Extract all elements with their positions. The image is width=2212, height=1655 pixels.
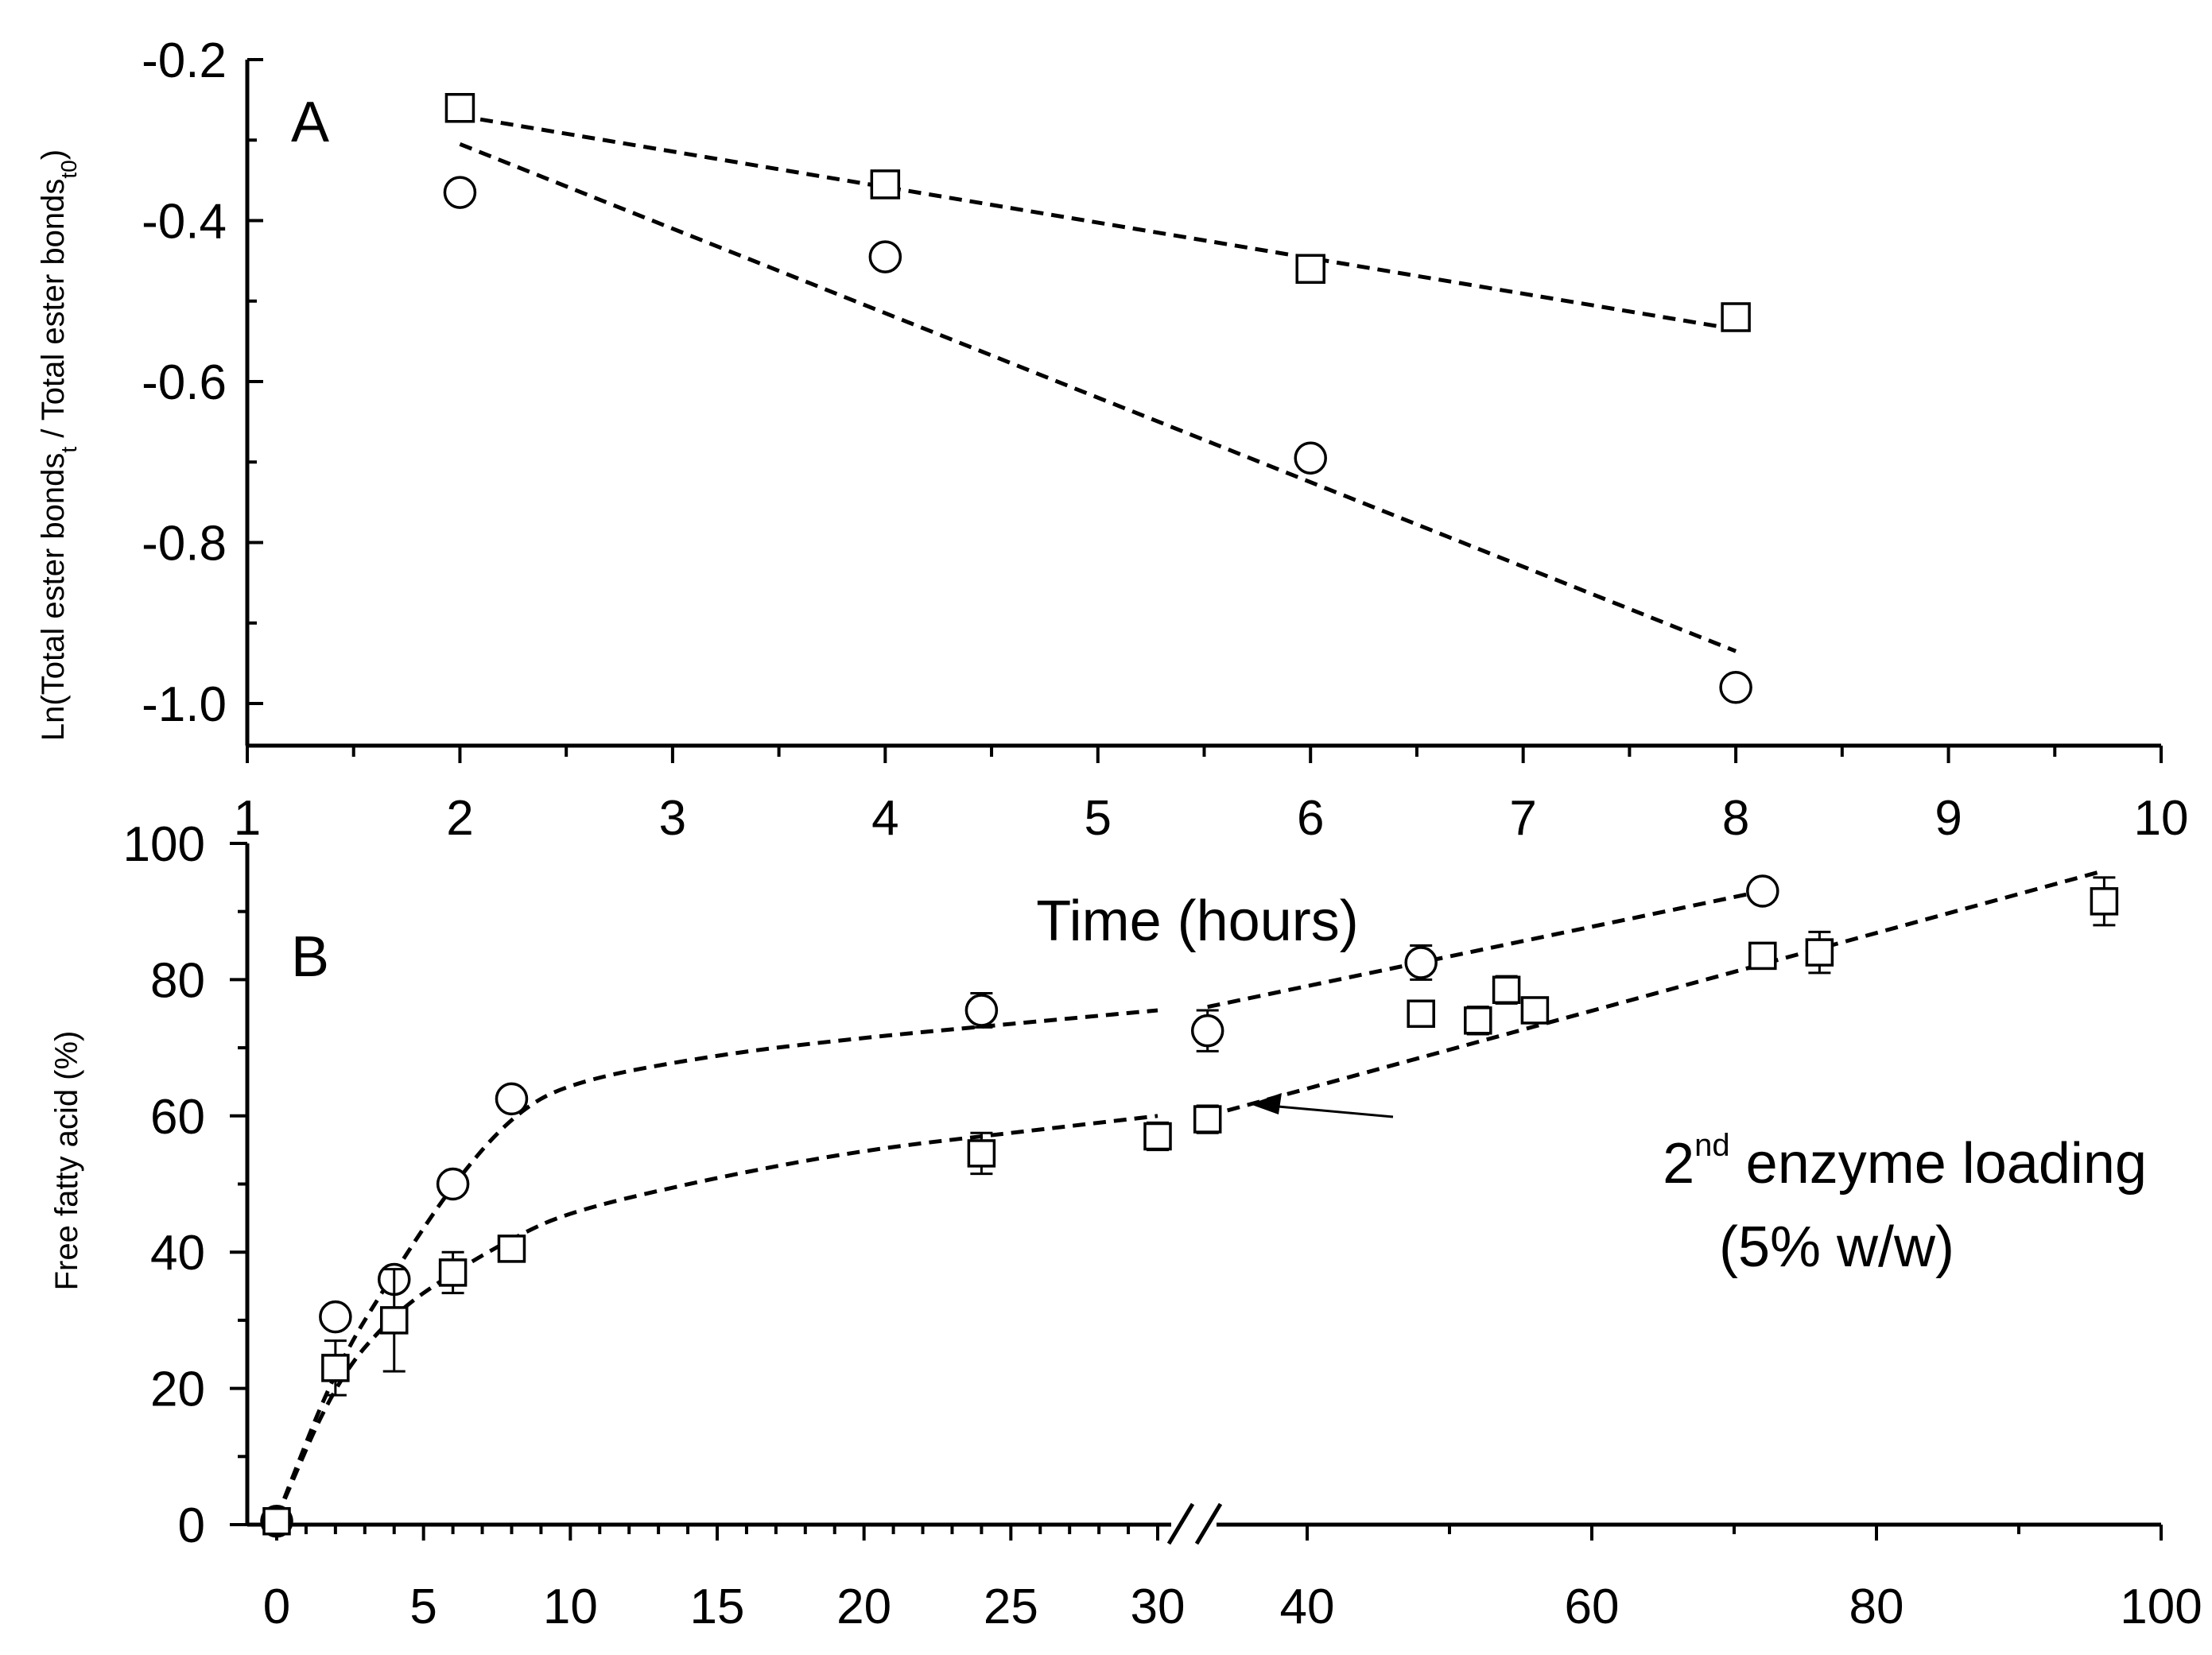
x-tick-label: 100: [2120, 1579, 2202, 1634]
squares-point: [870, 169, 901, 200]
y-tick-label: -0.6: [142, 355, 227, 410]
y-tick-label: -0.8: [142, 517, 227, 572]
y-tick-label: 60: [150, 1090, 205, 1145]
squares-point: [438, 1258, 468, 1287]
x-tick-label: 15: [690, 1579, 745, 1634]
circles-point: [964, 994, 999, 1027]
panel-b-label: B: [291, 925, 329, 989]
axis-break-mark-2: [1194, 1502, 1223, 1545]
annotation-arrow-line: [1259, 1103, 1394, 1118]
x-tick-label: 0: [263, 1579, 290, 1634]
x-tick-label: 2: [446, 791, 473, 846]
circles-point: [495, 1082, 529, 1116]
squares-point: [1193, 1105, 1222, 1134]
x-tick-label: 9: [1935, 791, 1962, 846]
squares-point: [967, 1139, 996, 1168]
panel-a-y-axis-label: Ln(Total ester bondst / Total ester bond…: [36, 149, 81, 741]
x-tick-label: 80: [1849, 1579, 1904, 1634]
squares-point: [1295, 254, 1325, 284]
squares-point: [497, 1234, 526, 1263]
panel-b: 0 20 40 60 80 100 0 5 10 15 20 25 30 40 60 80 100 B Fre…: [49, 817, 2202, 1634]
y-tick-label: -0.2: [142, 33, 227, 88]
x-tick-label: 40: [1280, 1579, 1335, 1634]
annotation-superscript: nd: [1694, 1128, 1730, 1163]
annotation-ordinal: 2: [1663, 1132, 1694, 1196]
circles-point: [1294, 441, 1327, 475]
squares-point: [1492, 975, 1521, 1005]
squares-point: [1748, 941, 1777, 971]
x-tick-label: 10: [2134, 791, 2189, 846]
circles-fit-1-line: [274, 1008, 1158, 1519]
annotation-text: enzyme loading: [1730, 1132, 2147, 1196]
panel-a: -0.2 -0.4 -0.6 -0.8 -1.0 1 2 3 4 5 6 7 8 9 10 A Ln(To…: [36, 33, 2188, 953]
squares-point: [379, 1306, 409, 1335]
panel-a-x-axis-label: Time (hours): [1036, 890, 1358, 953]
circles-point: [436, 1167, 470, 1201]
squares-point: [1520, 996, 1550, 1025]
squares-point: [321, 1354, 350, 1382]
x-tick-label: 5: [1085, 791, 1112, 846]
circles-fit-line: [459, 141, 1737, 653]
x-tick-label: 20: [836, 1579, 891, 1634]
x-tick-label: 10: [543, 1579, 598, 1634]
circles-point: [1190, 1014, 1224, 1048]
y-tick-label: -0.4: [142, 195, 227, 250]
annotation-line-1: 2nd enzyme loading: [1663, 1128, 2147, 1196]
squares-point: [1407, 999, 1435, 1028]
squares-point: [1464, 1006, 1492, 1035]
y-tick-label: 40: [150, 1226, 205, 1281]
circles-fit-2-line: [1207, 889, 1764, 1010]
x-tick-label: 5: [409, 1579, 437, 1634]
annotation-arrowhead: [1250, 1093, 1282, 1114]
x-tick-label: 1: [234, 791, 261, 846]
x-tick-label: 25: [984, 1579, 1038, 1634]
circles-point: [319, 1300, 352, 1334]
squares-point: [2090, 887, 2119, 916]
x-tick-label: 60: [1565, 1579, 1620, 1634]
x-tick-label: 8: [1722, 791, 1749, 846]
squares-point: [262, 1506, 291, 1536]
circles-point: [868, 240, 902, 273]
x-tick-label: 7: [1509, 791, 1536, 846]
circles-point: [443, 176, 477, 209]
circles-point: [1404, 946, 1438, 979]
annotation-line-2: (5% w/w): [1719, 1215, 1954, 1279]
x-tick-label: 3: [659, 791, 686, 846]
squares-fit-1-line: [274, 1114, 1158, 1519]
squares-fit-line: [460, 114, 1737, 331]
axis-break-mark-1: [1166, 1502, 1195, 1545]
squares-point: [1805, 938, 1834, 967]
y-tick-label: 20: [150, 1362, 205, 1417]
x-tick-label: 30: [1131, 1579, 1186, 1634]
y-tick-label: 100: [123, 817, 205, 872]
x-tick-label: 4: [871, 791, 898, 846]
y-tick-label: 0: [178, 1498, 205, 1553]
y-tick-label: -1.0: [142, 677, 227, 732]
circles-point: [1746, 874, 1779, 908]
panel-b-y-axis-label: Free fatty acid (%): [49, 1031, 84, 1291]
squares-point: [444, 93, 475, 123]
squares-point: [1143, 1122, 1172, 1151]
panel-a-label: A: [291, 91, 329, 154]
x-tick-label: 6: [1297, 791, 1324, 846]
y-tick-label: 80: [150, 953, 205, 1008]
squares-point: [1721, 302, 1751, 332]
circles-point: [1719, 671, 1752, 704]
